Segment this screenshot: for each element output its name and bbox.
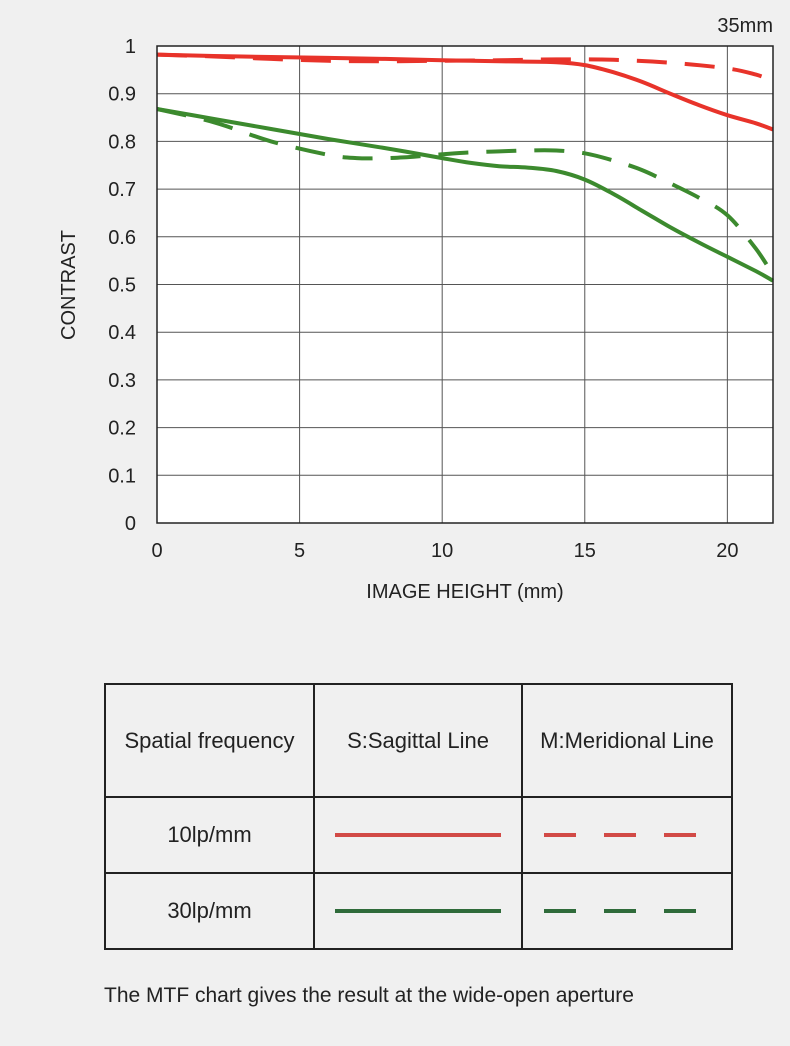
x-tick-label: 15 (574, 540, 596, 562)
legend-sample-10lp-solid (335, 833, 501, 837)
y-axis-label: CONTRAST (58, 230, 80, 340)
footnote: The MTF chart gives the result at the wi… (104, 984, 634, 1007)
legend-row-10lp: 10lp/mm (104, 796, 733, 874)
series-line-3 (156, 107, 774, 283)
y-tick-label: 0.8 (108, 131, 136, 153)
legend-header-frequency: Spatial frequency (104, 683, 315, 798)
x-tick-labels: 0 5 10 15 20 (151, 540, 738, 562)
grid-lines (157, 46, 773, 523)
series-line-4 (156, 107, 775, 277)
mtf-chart: 0 0.1 0.2 0.3 0.4 0.5 0.6 0.7 0.8 0.9 1 0 5 10 15 20 3… (58, 15, 775, 603)
x-tick-label: 20 (716, 540, 738, 562)
plot-frame (156, 45, 774, 524)
y-tick-label: 0.5 (108, 275, 136, 297)
legend-row-label: 10lp/mm (104, 796, 315, 874)
y-tick-label: 1 (125, 36, 136, 58)
chart-title: 35mm (717, 15, 773, 37)
y-tick-label: 0.6 (108, 227, 136, 249)
legend-sample-30lp-dashed (544, 909, 710, 913)
legend-table: Spatial frequency S:Sagittal Line M:Meri… (104, 683, 733, 950)
y-tick-label: 0.3 (108, 370, 136, 392)
legend-sample-cell (521, 796, 733, 874)
x-tick-label: 0 (151, 540, 162, 562)
legend-sample-cell (313, 872, 523, 950)
x-tick-label: 5 (294, 540, 305, 562)
legend-row-label: 30lp/mm (104, 872, 315, 950)
series-line-1 (156, 52, 774, 132)
legend-sample-cell (521, 872, 733, 950)
y-tick-label: 0.9 (108, 84, 136, 106)
x-axis-label: IMAGE HEIGHT (mm) (366, 581, 563, 603)
y-tick-label: 0.4 (108, 322, 136, 344)
series-lines (156, 52, 775, 283)
y-tick-labels: 0 0.1 0.2 0.3 0.4 0.5 0.6 0.7 0.8 0.9 1 (108, 36, 136, 535)
legend-sample-30lp-solid (335, 909, 501, 913)
y-tick-label: 0.2 (108, 418, 136, 440)
legend-header-meridional: M:Meridional Line (521, 683, 733, 798)
legend-sample-cell (313, 796, 523, 874)
legend-header-row: Spatial frequency S:Sagittal Line M:Meri… (104, 683, 733, 798)
y-tick-label: 0.1 (108, 465, 136, 487)
y-tick-label: 0.7 (108, 179, 136, 201)
legend-sample-10lp-dashed (544, 833, 710, 837)
legend-row-30lp: 30lp/mm (104, 872, 733, 950)
y-tick-label: 0 (125, 513, 136, 535)
x-tick-label: 10 (431, 540, 453, 562)
series-line-2 (156, 52, 774, 83)
legend-header-sagittal: S:Sagittal Line (313, 683, 523, 798)
